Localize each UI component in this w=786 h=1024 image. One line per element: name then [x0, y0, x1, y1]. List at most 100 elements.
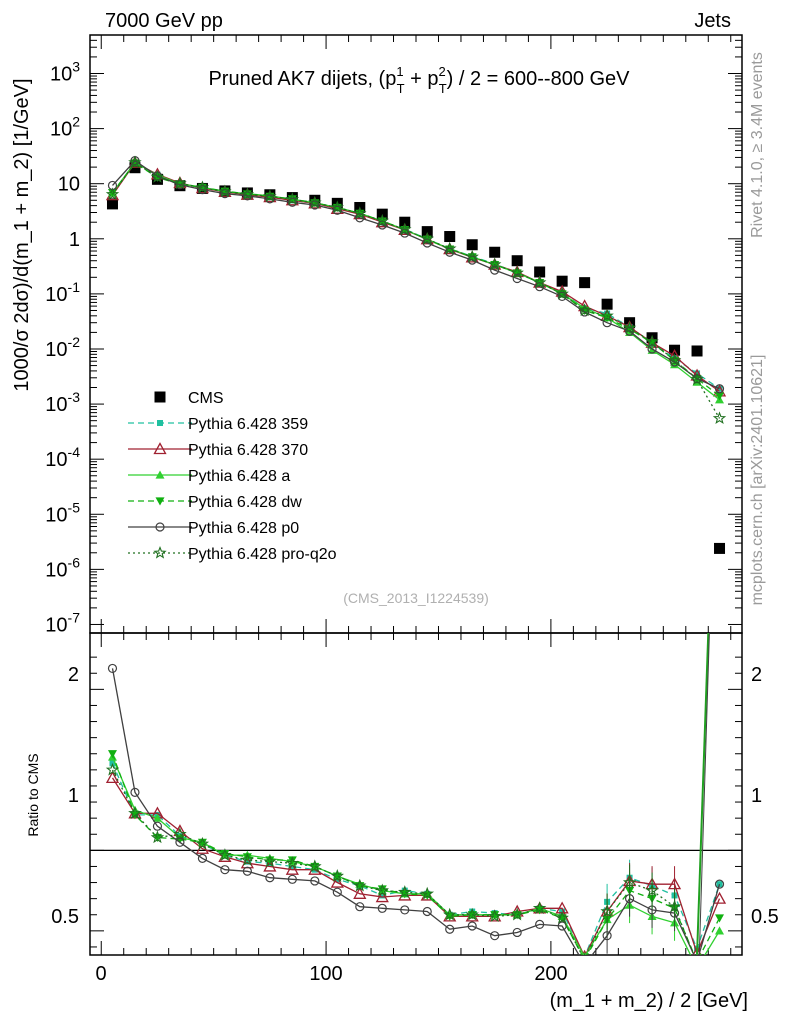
data-point [397, 222, 412, 236]
ratio-line [111, 769, 695, 955]
data-point [152, 821, 163, 831]
data-point [377, 885, 387, 894]
data-point [555, 910, 569, 924]
series-line [111, 161, 720, 401]
data-point [308, 859, 322, 873]
data-point [580, 956, 589, 964]
data-point [285, 856, 300, 870]
ratio-tick-label-0.5: 0.5 [51, 906, 79, 928]
main-frame [89, 34, 743, 634]
data-point [353, 886, 367, 899]
data-point [692, 958, 703, 968]
data-point [442, 241, 457, 255]
data-point [557, 921, 567, 931]
data-point [106, 198, 118, 210]
data-point [422, 906, 432, 917]
data-point [287, 856, 297, 865]
series-line [111, 161, 721, 419]
data-point [622, 320, 637, 334]
data-point [600, 308, 614, 322]
data-point [153, 545, 167, 559]
data-point [534, 266, 546, 278]
data-point [155, 522, 165, 532]
data-point [173, 176, 187, 190]
y-tick-label: 102 [50, 114, 80, 141]
header-left: 7000 GeV pp [105, 10, 223, 32]
data-point [150, 170, 165, 183]
data-point [175, 837, 185, 847]
data-point [155, 497, 165, 506]
y-axis-label-ratio: Ratio to CMS [25, 753, 41, 836]
y-tick-label: 10-7 [45, 609, 80, 636]
data-point [287, 874, 297, 884]
side-label-mcplots: mcplots.cern.ch [arXiv:2401.10621] [749, 355, 766, 606]
data-point [444, 231, 456, 243]
data-point [308, 195, 322, 209]
legend-label: CMS [188, 390, 224, 407]
data-point [399, 216, 411, 228]
ratio-series-5 [107, 663, 725, 969]
legend-label: Pythia 6.428 370 [188, 442, 308, 459]
data-point [624, 326, 635, 336]
legend-entry-2: Pythia 6.428 370 [128, 442, 308, 459]
side-label-rivet: Rivet 4.1.0, ≥ 3.4M events [749, 52, 766, 238]
data-point [510, 265, 524, 279]
series-5 [107, 156, 725, 394]
data-point [489, 246, 501, 258]
data-point [155, 470, 165, 479]
data-point [667, 877, 682, 890]
data-point [157, 420, 163, 426]
data-point [532, 275, 547, 289]
y-axis-label-top: 1000/σ 2dσ)/d(m_1 + m_2) [1/GeV] [11, 78, 33, 391]
data-point [332, 887, 342, 897]
header-right: Jets [694, 10, 731, 32]
legend-entry-1: Pythia 6.428 359 [128, 416, 308, 433]
x-axis-label: (m_1 + m_2) / 2 [GeV] [550, 990, 748, 1012]
analysis-watermark: (CMS_2013_I1224539) [343, 590, 489, 606]
ratio-line [111, 753, 721, 955]
data-point [600, 904, 614, 918]
ratio-line [111, 763, 721, 955]
ratio-frame [89, 632, 743, 956]
data-point [285, 862, 299, 875]
data-point [332, 205, 342, 215]
data-point [377, 903, 387, 913]
series-line [111, 161, 720, 392]
data-point [220, 849, 230, 859]
data-point [220, 865, 230, 875]
x-tick-label-0: 0 [95, 963, 106, 985]
data-point [150, 830, 165, 844]
data-point [716, 881, 723, 888]
data-point [128, 806, 142, 820]
data-point [532, 901, 547, 915]
data-point [197, 838, 207, 847]
data-point [242, 853, 252, 862]
y-tick-label: 10-6 [45, 554, 80, 581]
data-point [577, 303, 592, 317]
y-tick-label: 10-3 [45, 389, 80, 416]
data-point [420, 231, 435, 245]
series-6 [105, 155, 727, 425]
data-point [714, 969, 724, 979]
y-tick-label: 10 [58, 174, 80, 196]
axes [89, 34, 743, 956]
data-point [579, 277, 591, 289]
data-point [647, 344, 657, 354]
data-point [714, 879, 725, 889]
data-point [220, 189, 230, 199]
data-point [330, 200, 344, 214]
data-point [105, 771, 120, 784]
ratio-tick-label-2: 2 [68, 664, 79, 686]
data-point [242, 866, 252, 876]
data-point [667, 353, 682, 367]
data-point [512, 927, 522, 938]
data-point [715, 926, 725, 935]
data-point [310, 200, 320, 210]
data-point [667, 899, 682, 913]
data-point [645, 883, 659, 897]
legend-entry-6: Pythia 6.428 pro-q2o [128, 545, 337, 563]
ratio-spike [698, 633, 710, 955]
data-point [310, 876, 320, 886]
data-point [581, 961, 589, 969]
